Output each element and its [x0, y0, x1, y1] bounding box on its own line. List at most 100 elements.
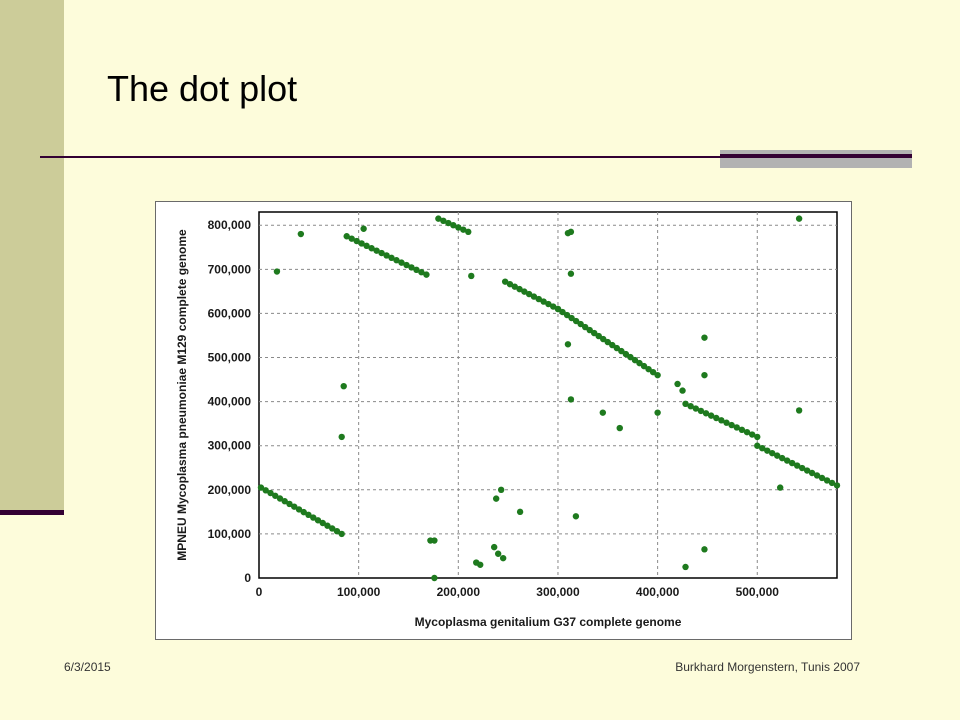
data-point	[348, 235, 355, 242]
data-point	[511, 283, 518, 290]
data-point	[733, 424, 740, 431]
data-point	[554, 305, 562, 313]
data-point	[567, 270, 575, 277]
data-point	[300, 508, 307, 516]
data-point	[793, 462, 801, 469]
data-point	[492, 495, 500, 502]
y-tick-label: 200,000	[208, 483, 252, 497]
data-point	[295, 506, 303, 513]
data-point	[338, 433, 345, 441]
data-point	[682, 400, 689, 408]
data-point	[408, 264, 415, 271]
data-point	[413, 266, 420, 274]
data-point	[272, 492, 279, 499]
data-point	[431, 574, 438, 582]
y-tick-label: 300,000	[208, 439, 252, 453]
data-point	[707, 412, 715, 419]
data-point	[431, 537, 438, 544]
data-point	[373, 247, 380, 254]
data-point	[521, 288, 528, 295]
data-point	[477, 561, 484, 568]
y-tick-label: 400,000	[208, 395, 252, 409]
data-point	[267, 489, 274, 497]
grid-lines	[259, 212, 837, 578]
data-point	[497, 486, 505, 494]
y-axis-label: MPNEU Mycoplasma pneumoniae M129 complet…	[175, 229, 189, 561]
data-point	[393, 257, 400, 264]
sidebar-band-edge	[0, 510, 64, 515]
data-point	[795, 407, 803, 414]
x-tick-label: 0	[256, 585, 263, 599]
data-point	[595, 332, 602, 340]
x-tick-label: 300,000	[536, 585, 580, 599]
data-point	[418, 269, 425, 276]
data-point	[687, 402, 694, 410]
data-point	[701, 371, 708, 379]
data-point	[305, 511, 312, 519]
data-point	[788, 459, 796, 467]
data-point	[516, 285, 523, 293]
data-point	[813, 472, 821, 479]
data-point	[499, 554, 507, 562]
data-point	[759, 444, 766, 452]
data-point	[654, 409, 661, 416]
data-point	[654, 371, 661, 379]
data-point	[388, 254, 395, 262]
data-point	[549, 303, 557, 310]
data-point	[445, 219, 452, 227]
data-point	[718, 417, 725, 424]
data-point	[460, 226, 467, 233]
data-point	[769, 449, 776, 457]
data-point	[540, 298, 547, 305]
data-point	[423, 271, 430, 278]
data-point	[627, 353, 634, 361]
data-point	[338, 530, 345, 538]
data-point	[314, 517, 322, 524]
data-point	[701, 334, 708, 341]
chart-frame: 0 100,000 200,000 300,000 400,000 500,000 0 100…	[155, 201, 852, 640]
data-point	[257, 484, 265, 491]
data-point	[286, 500, 293, 508]
data-point	[564, 341, 572, 348]
data-point	[398, 259, 405, 266]
data-point	[783, 457, 791, 464]
data-point	[363, 242, 370, 250]
data-point	[343, 233, 350, 240]
title-underline-block	[720, 150, 912, 168]
data-point	[577, 320, 584, 328]
data-point	[567, 396, 575, 403]
data-point	[516, 508, 524, 516]
sidebar-band	[0, 0, 64, 510]
data-point	[776, 484, 784, 491]
data-point	[674, 380, 681, 388]
data-point	[586, 326, 593, 334]
data-point	[281, 498, 288, 505]
data-point	[618, 347, 625, 355]
data-point	[310, 514, 317, 521]
data-point	[403, 261, 410, 269]
data-point	[297, 230, 305, 238]
x-tick-label: 100,000	[337, 585, 381, 599]
data-point	[682, 563, 689, 571]
data-point	[535, 295, 542, 303]
data-point	[378, 249, 385, 257]
data-point	[743, 428, 751, 436]
y-tick-label: 600,000	[208, 306, 252, 320]
x-tick-label: 500,000	[736, 585, 780, 599]
data-point	[636, 359, 643, 367]
data-point	[450, 222, 457, 229]
data-point	[358, 240, 365, 247]
data-point	[455, 224, 462, 231]
data-point	[622, 350, 630, 358]
y-tick-label: 800,000	[208, 218, 252, 232]
data-point	[563, 311, 571, 319]
data-point	[329, 525, 336, 532]
slide-title: The dot plot	[107, 68, 298, 109]
x-tick-label: 200,000	[437, 585, 481, 599]
data-point	[833, 482, 841, 489]
data-point	[754, 442, 761, 449]
footer-date: 6/3/2015	[64, 660, 111, 674]
data-point	[818, 474, 826, 482]
data-point	[828, 479, 836, 487]
data-point	[490, 543, 498, 551]
